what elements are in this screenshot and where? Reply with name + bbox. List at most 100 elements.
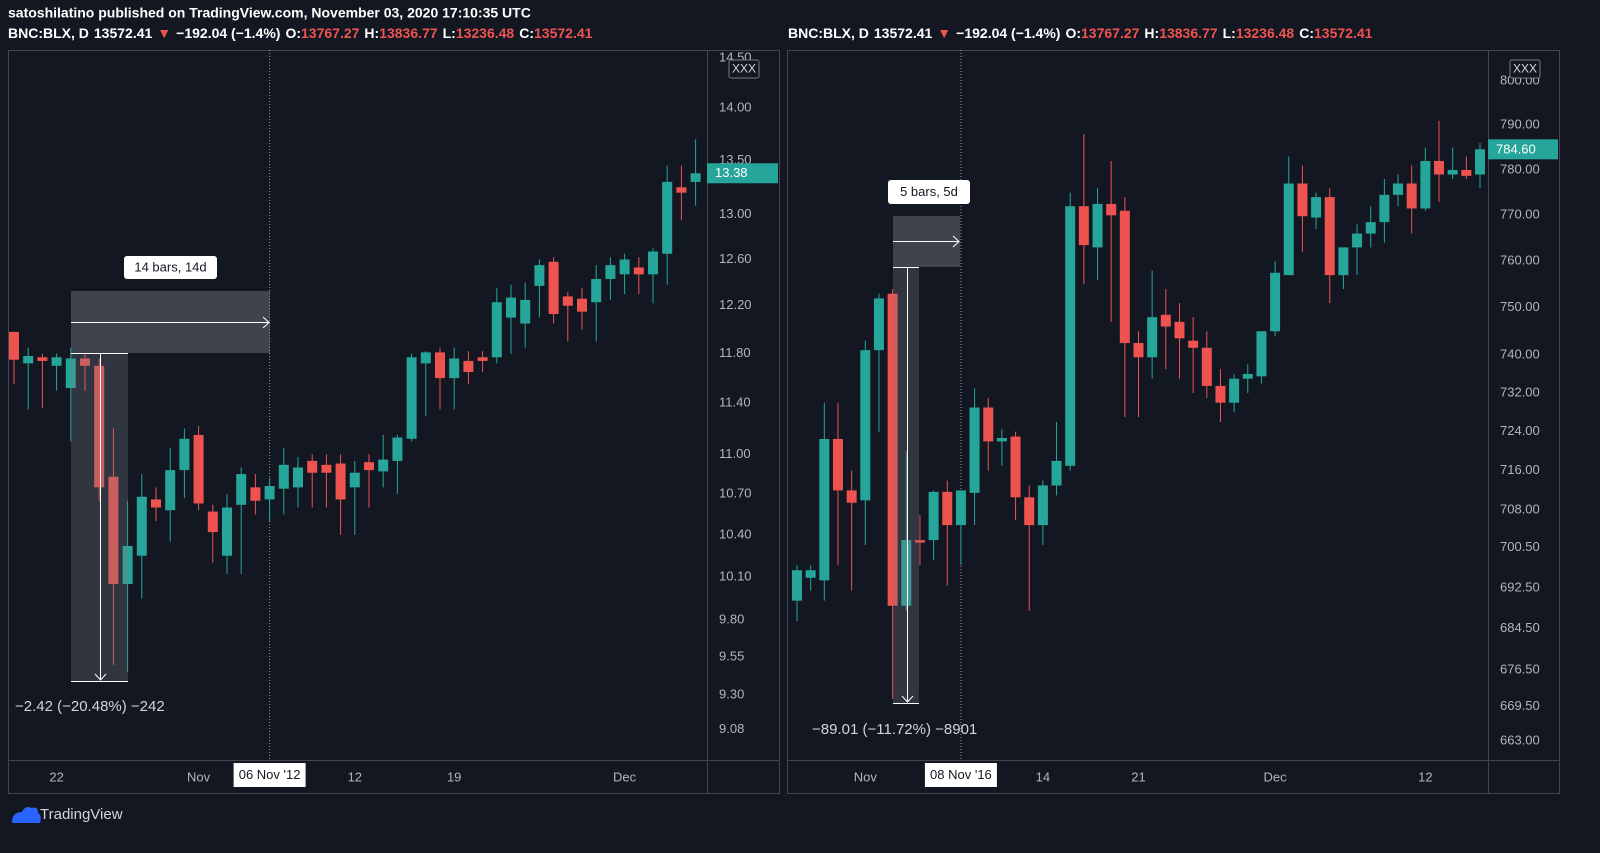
y-tick-label: 10.70	[719, 485, 752, 500]
price-range	[893, 267, 919, 703]
candle-body	[151, 499, 161, 508]
candle-body	[1078, 206, 1089, 246]
crosshair-label-box	[233, 763, 306, 787]
y-tick-label: 12.20	[719, 297, 752, 312]
candle-body	[108, 476, 119, 584]
candle-body	[1311, 197, 1322, 218]
candle-body	[179, 438, 190, 471]
candle-body	[1010, 436, 1021, 498]
arrow-head	[262, 316, 270, 329]
panel-right	[787, 50, 1560, 794]
candle-body	[832, 438, 843, 491]
legend-item: ▼	[937, 25, 951, 41]
candle-body	[406, 357, 417, 439]
chart-left	[9, 50, 701, 760]
brand-logo: TradingView	[12, 806, 123, 823]
currency-box	[728, 59, 760, 79]
x-tick-label: Nov	[854, 769, 878, 784]
x-tick-label: 21	[1131, 769, 1145, 784]
candle-body	[983, 407, 994, 442]
x-tick-label: 22	[49, 769, 63, 784]
candle-body	[420, 352, 431, 364]
candle-body	[278, 464, 289, 489]
candle-body	[914, 540, 925, 543]
candle-body	[1393, 183, 1404, 195]
x-tick-label: 12	[348, 769, 362, 784]
price-label: −89.01 (−11.72%) −8901	[812, 721, 977, 738]
legend-item: −192.04 (−1.4%)	[956, 25, 1060, 41]
candle-body	[435, 352, 445, 379]
candle-body	[534, 265, 545, 286]
candle-body	[80, 358, 90, 366]
y-tick-label: 684.50	[1500, 620, 1540, 635]
legend-item: 13572.41	[1314, 25, 1373, 41]
last-price: 13.38	[715, 165, 748, 180]
legend-item: 13572.41	[534, 25, 593, 41]
legend-item: BNC:BLX, D	[8, 25, 89, 41]
y-tick-label: 13.00	[719, 206, 752, 221]
candle-body	[1051, 460, 1062, 486]
candle-body	[942, 491, 953, 526]
candle-body	[1297, 183, 1308, 217]
candle-body	[520, 299, 531, 324]
candle-body	[1324, 197, 1335, 276]
logo-icon	[12, 807, 41, 823]
candle-body	[207, 511, 218, 533]
candle-body	[1106, 203, 1117, 216]
y-tick-label: 13.50	[719, 152, 752, 167]
legend-item: 13236.48	[1236, 25, 1295, 41]
candle-body	[122, 545, 133, 584]
candle-body	[65, 358, 76, 389]
y-tick-label: 9.80	[719, 612, 744, 627]
candle-body	[662, 181, 673, 254]
last-price: 784.60	[1496, 141, 1536, 156]
candle-body	[1242, 373, 1253, 379]
y-tick-label: 669.50	[1500, 698, 1540, 713]
x-tick-label: Nov	[187, 769, 211, 784]
candle-body	[1092, 203, 1103, 248]
legend-item: C:	[519, 25, 534, 41]
candle-body	[9, 331, 19, 360]
candle-body	[193, 434, 204, 504]
panel-left	[8, 50, 780, 794]
price-range	[71, 353, 128, 681]
candle-body	[1283, 183, 1294, 276]
legend-item: 13572.41	[874, 25, 933, 41]
candle-body	[1447, 169, 1458, 175]
y-tick-label: 9.55	[719, 649, 744, 664]
legend-item: L:	[1223, 25, 1236, 41]
candle-body	[1188, 340, 1199, 348]
y-tick-label: 10.10	[719, 568, 752, 583]
candle-body	[378, 459, 389, 472]
candle-body	[1256, 331, 1267, 377]
candle-body	[51, 357, 62, 366]
arrow-head	[94, 673, 107, 681]
candle-body	[873, 298, 884, 351]
y-tick-label: 14.00	[719, 100, 752, 115]
candle-body	[928, 491, 939, 541]
legend-item: O:	[285, 25, 301, 41]
candle-body	[506, 297, 516, 318]
currency-box	[1509, 59, 1541, 79]
candle-body	[165, 470, 176, 511]
y-tick-label: 716.00	[1500, 462, 1540, 477]
candle-body	[307, 460, 318, 473]
legend-item: ▼	[157, 25, 171, 41]
candle-body	[676, 187, 687, 193]
legend-item: −192.04 (−1.4%)	[176, 25, 280, 41]
bars-label: 14 bars, 14d	[134, 259, 206, 274]
crosshair-label-box	[924, 763, 997, 787]
candle-body	[577, 298, 587, 312]
legend-item: 13767.27	[301, 25, 360, 41]
legend-item: H:	[1144, 25, 1159, 41]
candle-body	[633, 267, 644, 275]
candle-body	[1133, 343, 1144, 358]
legend-item: 13572.41	[94, 25, 153, 41]
crosshair-label: 06 Nov '12	[239, 767, 301, 782]
candle-body	[491, 302, 502, 358]
candle-body	[1352, 233, 1363, 248]
candle-body	[996, 438, 1007, 442]
candle-body	[136, 496, 147, 556]
candle-body	[335, 463, 346, 500]
